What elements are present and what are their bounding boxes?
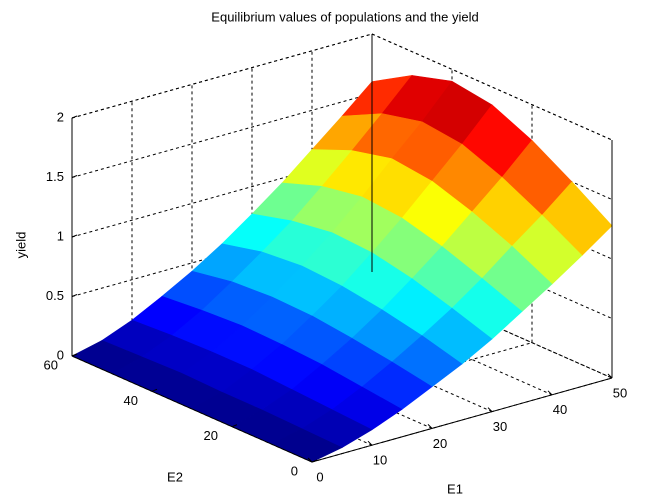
z-tick-label: 0.5 <box>46 288 64 303</box>
box-edge <box>71 33 373 119</box>
z-tick <box>71 294 78 297</box>
y-tick-label: 0 <box>291 463 298 478</box>
z-tick-label: 1.5 <box>46 169 64 184</box>
x-tick-label: 20 <box>433 436 447 451</box>
chart-title: Equilibrium values of populations and th… <box>211 9 478 24</box>
x-tick <box>307 457 313 463</box>
box-edge <box>371 33 613 141</box>
z-grid-line <box>71 93 373 178</box>
z-tick <box>71 353 78 357</box>
x-tick <box>547 390 553 396</box>
z-tick <box>71 234 78 238</box>
y-tick <box>151 388 158 392</box>
x-tick <box>487 407 493 412</box>
y-tick-label: 60 <box>44 357 58 372</box>
x-tick-label: 30 <box>493 419 507 434</box>
z-axis-label: yield <box>13 232 28 259</box>
z-tick <box>71 115 78 119</box>
z-tick-label: 2 <box>57 109 64 124</box>
z-tick-label: 0 <box>57 347 64 362</box>
x-tick <box>607 373 613 379</box>
x-tick-label: 40 <box>553 402 567 417</box>
y-tick-label: 40 <box>124 393 138 408</box>
x-tick-label: 50 <box>613 385 627 400</box>
y-grid-line <box>231 342 533 428</box>
z-tick <box>71 175 78 178</box>
x-axis-label: E1 <box>447 481 463 496</box>
y-tick <box>311 459 318 463</box>
x-tick-label: 0 <box>316 469 323 484</box>
y-axis-line <box>71 355 313 463</box>
x-tick <box>427 424 433 429</box>
x-axis-line <box>311 377 613 463</box>
y-tick-label: 20 <box>204 428 218 443</box>
z-tick-label: 1 <box>57 228 64 243</box>
y-tick <box>231 424 238 428</box>
x-tick <box>367 440 373 446</box>
y-axis-label: E2 <box>167 469 183 484</box>
x-tick-label: 10 <box>373 453 387 468</box>
